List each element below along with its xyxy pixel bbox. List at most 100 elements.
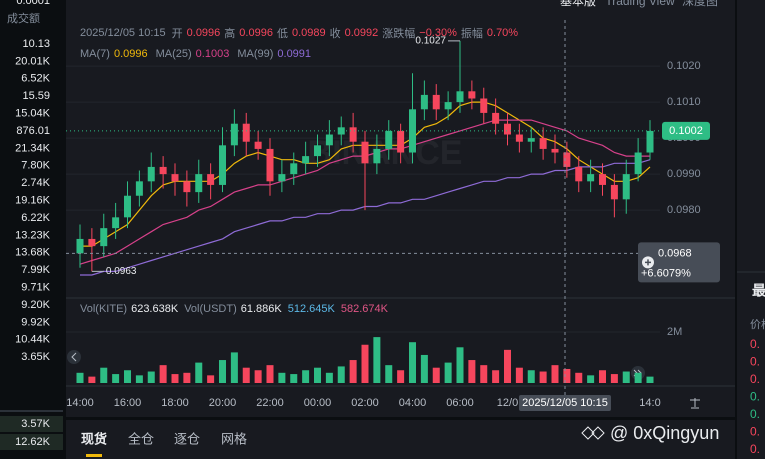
list-value: 3.65K (21, 351, 50, 363)
crosshair-time: 2025/12/05 10:15 (522, 397, 608, 409)
bottom-tab[interactable]: 全仓 (128, 431, 154, 446)
info-label: 低 (276, 28, 288, 40)
volume-bar (373, 337, 381, 383)
volume-bar (622, 371, 630, 383)
info-line: 2025/12/05 10:15 开 0.0996 高 0.0996 低 0.0989 收 0.… (80, 25, 518, 41)
candle-body (314, 145, 321, 157)
volume-bar (207, 375, 215, 383)
panel-price: 0. (750, 425, 760, 439)
volume-bar (575, 372, 583, 383)
volume-bar (183, 372, 191, 383)
candle-body (112, 217, 120, 229)
candle-body (88, 238, 96, 247)
volume-bar (76, 372, 84, 383)
volume-bar (515, 367, 523, 383)
volume-bar (444, 362, 452, 383)
candle-body (397, 130, 405, 153)
candle-body (409, 109, 416, 153)
volume-bar (504, 349, 511, 383)
info-label: 振幅 (460, 28, 483, 40)
volume-bar (195, 362, 203, 383)
volume-legend: Vol(KITE) 623.638K Vol(USDT) 61.886K 512.645… (80, 303, 390, 315)
legend-value: 0.0996 (113, 48, 148, 60)
candle-body (610, 184, 618, 200)
info-label: 高 (224, 28, 236, 40)
list-value: 20.01K (15, 55, 51, 67)
volume-bar (551, 365, 559, 383)
bottom-tab[interactable]: 现货 (81, 431, 107, 446)
list-value: 15.59 (22, 90, 50, 102)
volume-bar (147, 371, 155, 383)
info-label: 涨跌幅 (382, 28, 416, 40)
list-value: 19.16K (15, 195, 51, 207)
info-value: 0.0992 (344, 27, 379, 39)
candle-body (219, 145, 226, 185)
candle-body (599, 174, 606, 185)
volume-bar (337, 366, 345, 383)
x-tick-label: 14:0 (639, 397, 660, 409)
watermark-logo: BINANCE (308, 134, 463, 172)
volume-bar (409, 342, 416, 383)
list-value: 2.74K (21, 177, 50, 189)
candle-body (575, 166, 583, 182)
legend-name: MA(99) (237, 48, 274, 60)
panel-price: 0. (750, 390, 760, 404)
legend-value: 0.1003 (195, 48, 230, 60)
candle-body (539, 138, 547, 149)
candle-body (278, 174, 286, 182)
tabs-bg (66, 420, 735, 459)
bottom-tab[interactable]: 网格 (221, 431, 247, 446)
volume-bar (349, 360, 357, 383)
x-tick-label: 22:00 (256, 397, 284, 409)
volume-bar (302, 370, 310, 383)
panel-price: 0. (750, 337, 760, 351)
info-value: 0.0996 (239, 27, 273, 39)
legend-value: 582.674K (340, 303, 388, 315)
candle-body (551, 148, 559, 153)
list-value: 13.68K (15, 247, 51, 259)
volume-bar (124, 370, 131, 383)
list-divider (0, 410, 63, 412)
candle-body (504, 123, 511, 135)
volume-bar (100, 367, 108, 383)
volume-bar (266, 365, 274, 383)
right-panel-bg (737, 0, 765, 459)
candle-body (195, 174, 203, 193)
toolbar-icon[interactable] (690, 398, 700, 409)
candle-body (349, 127, 357, 142)
candle-body (266, 148, 274, 182)
top-tab: 基本版 (560, 0, 596, 8)
volume-bar (539, 371, 547, 383)
list-value: 21.34K (15, 142, 51, 154)
candle-body (76, 238, 84, 254)
crosshair-price: 0.0968 (658, 247, 692, 259)
list-value: 9.92K (21, 316, 50, 328)
y-tick-label: 0.0980 (667, 204, 701, 216)
x-tick-label: 14:00 (66, 397, 94, 409)
legend-name: Vol(USDT) (184, 303, 237, 315)
candle-body (290, 163, 298, 175)
volume-bar (468, 360, 476, 383)
list-value: 10.44K (15, 334, 51, 346)
legend-name: MA(7) (80, 48, 110, 60)
depth-bar (0, 416, 63, 432)
candle-body (207, 174, 215, 185)
y-tick-label: 0.1010 (667, 96, 701, 108)
bottom-tab[interactable]: 逐仓 (174, 431, 200, 446)
candle-body (515, 134, 523, 142)
candle-body (159, 166, 167, 175)
volume-bar (278, 372, 286, 383)
info-value: −0.30% (419, 27, 457, 39)
y-tick-label: 0.1020 (667, 60, 701, 72)
low-marker-label: 0.0963 (106, 266, 137, 277)
panel-price: 0. (750, 407, 760, 421)
list-value: 12.62K (15, 436, 51, 448)
last-price-label: 0.1002 (669, 125, 703, 137)
scroll-left-button[interactable] (67, 350, 81, 364)
panel-label: 价格 (750, 317, 765, 331)
left-panel-bg (0, 0, 63, 459)
volume-bar (254, 370, 262, 383)
candle-body (337, 127, 345, 135)
last-price-tag (662, 121, 710, 140)
